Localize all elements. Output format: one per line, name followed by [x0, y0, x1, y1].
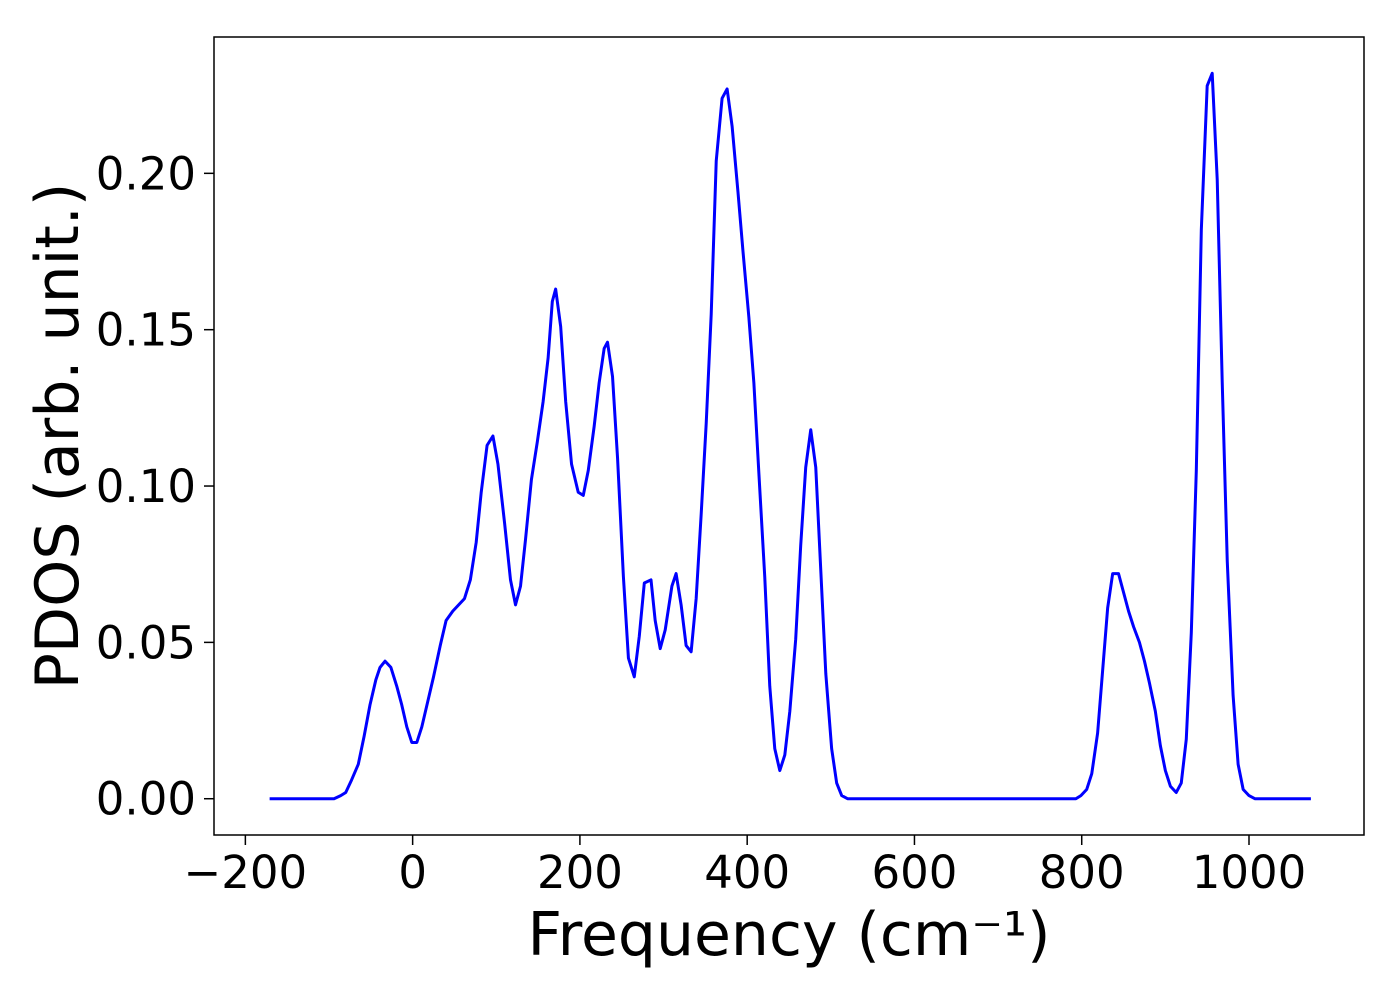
y-axis-label: PDOS (arb. unit.) [23, 183, 93, 690]
x-tick-label: 800 [1039, 846, 1125, 899]
y-tick-label: 0.05 [96, 616, 196, 669]
y-tick-label: 0.10 [96, 460, 196, 513]
y-tick-label: 0.20 [96, 147, 196, 200]
y-tick-label: 0.00 [96, 773, 196, 826]
x-tick-label: 200 [537, 846, 623, 899]
x-tick-label: 0 [398, 846, 427, 899]
x-tick-label: 400 [704, 846, 790, 899]
x-tick-label: 1000 [1192, 846, 1307, 899]
data-line [269, 71, 1311, 801]
plot-frame [213, 36, 1365, 836]
x-tick-label: 600 [872, 846, 958, 899]
y-tick-label: 0.15 [96, 304, 196, 357]
x-tick-label: −200 [184, 846, 308, 899]
x-axis-label: Frequency (cm⁻¹) [527, 900, 1050, 970]
